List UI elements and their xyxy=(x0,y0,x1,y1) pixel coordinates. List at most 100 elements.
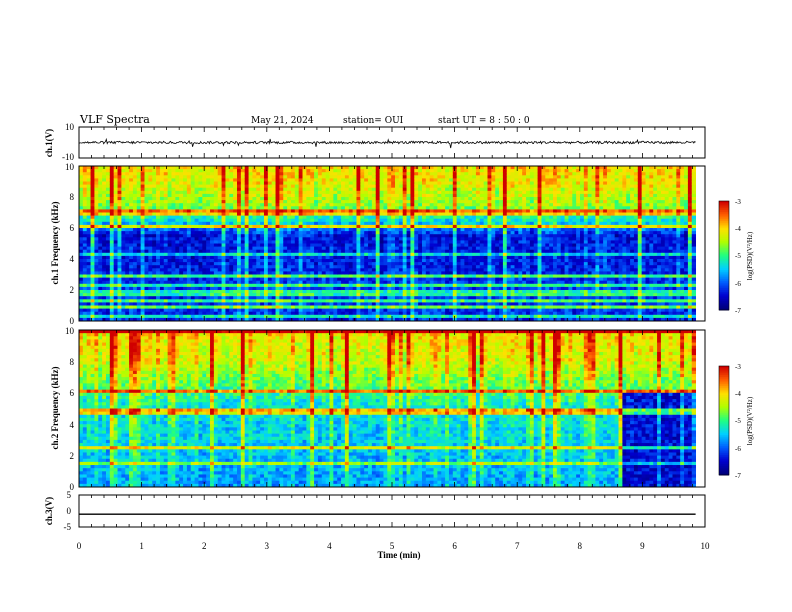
spectrogram-cell xyxy=(82,265,88,269)
spectrogram-cell xyxy=(140,184,145,189)
spectrogram-cell xyxy=(302,181,307,185)
spectrogram-cell xyxy=(86,268,91,272)
spectrogram-cell xyxy=(90,311,95,316)
spectrogram-cell xyxy=(341,178,346,182)
spectrogram-cell xyxy=(325,175,330,179)
spectrogram-cell xyxy=(379,224,384,229)
spectrogram-cell xyxy=(210,259,215,263)
spectrogram-cell xyxy=(448,240,454,244)
spectrogram-cell xyxy=(263,212,269,216)
spectrogram-cell xyxy=(333,169,338,173)
spectrogram-cell xyxy=(213,172,219,176)
spectrogram-cell xyxy=(144,240,149,244)
spectrogram-cell xyxy=(79,271,84,275)
spectrogram-cell xyxy=(194,299,199,303)
spectrogram-cell xyxy=(317,200,323,204)
spectrogram-cell xyxy=(445,200,450,204)
spectrogram-cell xyxy=(213,308,219,313)
spectrogram-cell xyxy=(183,203,188,207)
spectrogram-cell xyxy=(418,212,423,216)
spectrogram-cell xyxy=(414,228,419,232)
spectrogram-cell xyxy=(94,203,99,207)
spectrogram-cell xyxy=(213,187,219,192)
spectrogram-cell xyxy=(144,166,149,170)
spectrogram-cell xyxy=(271,274,276,278)
spectrogram-cell xyxy=(117,311,122,316)
spectrogram-cell xyxy=(406,237,411,241)
spectrogram-cell xyxy=(105,314,111,319)
spectrogram-cell xyxy=(344,293,350,297)
spectrogram-cell xyxy=(163,221,169,226)
spectrogram-cell xyxy=(271,193,276,198)
spectrogram-cell xyxy=(129,197,134,201)
spectrogram-cell xyxy=(283,277,288,282)
spectrogram-cell xyxy=(275,200,280,204)
spectrogram-cell xyxy=(79,268,84,272)
spectrogram-cell xyxy=(271,277,276,282)
spectrogram-cell xyxy=(252,249,257,254)
spectrogram-cell xyxy=(329,234,334,238)
spectrogram-cell xyxy=(190,169,196,173)
spectrogram-cell xyxy=(306,293,311,297)
spectrogram-cell xyxy=(121,308,126,313)
spectrogram-cell xyxy=(159,277,165,282)
spectrogram-cell xyxy=(275,308,280,313)
spectrogram-cell xyxy=(221,271,226,275)
spectrogram-cell xyxy=(306,187,311,192)
spectrogram-cell xyxy=(271,190,276,195)
spectrogram-cell xyxy=(225,265,230,269)
spectrogram-cell xyxy=(198,181,203,185)
spectrogram-cell xyxy=(310,206,315,210)
spectrogram-cell xyxy=(194,286,199,291)
spectrogram-cell xyxy=(109,175,115,179)
spectrogram-cell xyxy=(167,311,172,316)
spectrogram-cell xyxy=(279,197,284,201)
spectrogram-cell xyxy=(233,228,238,232)
spectrogram-cell xyxy=(79,206,84,210)
spectrogram-cell xyxy=(79,286,84,291)
spectrogram-cell xyxy=(237,243,242,247)
spectrogram-cell xyxy=(113,255,118,260)
spectrogram-cell xyxy=(371,286,377,291)
spectrogram-cell xyxy=(159,215,165,220)
spectrogram-cell xyxy=(144,290,149,294)
spectrogram-cell xyxy=(117,259,122,263)
spectrogram-cell xyxy=(441,299,446,303)
spectrogram-cell xyxy=(437,259,442,263)
spectrogram-cell xyxy=(202,200,207,204)
spectrogram-cell xyxy=(371,305,377,309)
spectrogram-cell xyxy=(414,209,419,213)
spectrogram-cell xyxy=(445,212,450,216)
spectrogram-cell xyxy=(368,212,373,216)
spectrogram-cell xyxy=(406,218,411,223)
spectrogram-cell xyxy=(190,234,196,238)
spectrogram-cell xyxy=(221,206,226,210)
spectrogram-cell xyxy=(375,271,380,275)
spectrogram-cell xyxy=(371,172,377,176)
spectrogram-cell xyxy=(375,311,380,316)
spectrogram-cell xyxy=(398,252,404,257)
spectrogram-cell xyxy=(325,200,330,204)
spectrogram-cell xyxy=(418,290,423,294)
spectrogram-cell xyxy=(244,262,249,266)
spectrogram-cell xyxy=(375,237,380,241)
spectrogram-cell xyxy=(125,265,130,269)
spectrogram-cell xyxy=(237,175,242,179)
spectrogram-cell xyxy=(237,203,242,207)
spectrogram-cell xyxy=(333,190,338,195)
spectrogram-cell xyxy=(190,190,196,195)
spectrogram-cell xyxy=(102,206,107,210)
spectrogram-cell xyxy=(179,265,184,269)
spectrogram-cell xyxy=(437,302,442,306)
spectrogram-cell xyxy=(325,187,330,192)
spectrogram-cell xyxy=(256,274,261,278)
spectrogram-cell xyxy=(448,175,454,179)
spectrogram-cell xyxy=(418,197,423,201)
spectrogram-cell xyxy=(364,197,369,201)
spectrogram-cell xyxy=(132,172,138,176)
spectrogram-cell xyxy=(102,193,107,198)
spectrogram-cell xyxy=(210,299,215,303)
spectrogram-cell xyxy=(225,243,230,247)
spectrogram-cell xyxy=(437,218,442,223)
spectrogram-cell xyxy=(364,240,369,244)
